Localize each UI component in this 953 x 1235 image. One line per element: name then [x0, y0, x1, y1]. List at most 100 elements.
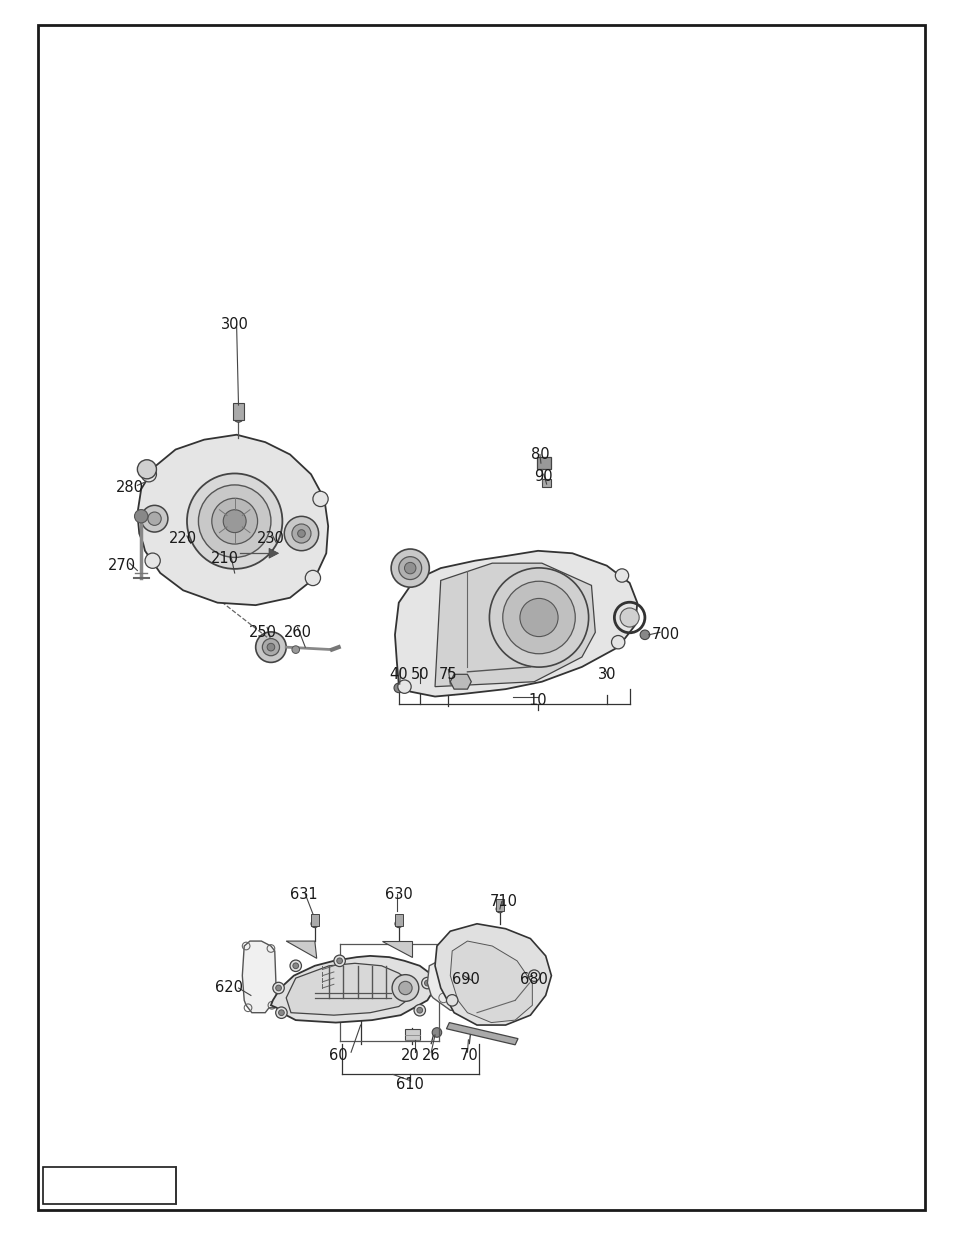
Circle shape: [313, 492, 328, 506]
Circle shape: [414, 1004, 425, 1016]
Polygon shape: [435, 563, 595, 687]
Circle shape: [424, 981, 430, 986]
Text: 631: 631: [290, 887, 316, 902]
Text: 30: 30: [597, 667, 616, 682]
Circle shape: [619, 608, 639, 627]
Circle shape: [233, 412, 243, 422]
Circle shape: [284, 516, 318, 551]
Circle shape: [141, 505, 168, 532]
Polygon shape: [450, 941, 532, 1023]
Polygon shape: [381, 941, 412, 957]
Circle shape: [496, 905, 503, 913]
Text: 230: 230: [256, 531, 285, 546]
Text: 80: 80: [530, 447, 549, 462]
Circle shape: [639, 630, 649, 640]
Circle shape: [421, 977, 433, 989]
Circle shape: [336, 958, 342, 963]
Polygon shape: [405, 1029, 419, 1040]
Text: 260: 260: [283, 625, 312, 640]
Polygon shape: [450, 674, 471, 689]
Text: 630: 630: [384, 887, 413, 902]
Circle shape: [446, 994, 457, 1007]
Circle shape: [134, 510, 148, 522]
Circle shape: [615, 569, 628, 582]
Circle shape: [212, 498, 257, 545]
Circle shape: [275, 1007, 287, 1019]
Circle shape: [290, 960, 301, 972]
Polygon shape: [395, 551, 637, 697]
Polygon shape: [269, 548, 278, 558]
Circle shape: [141, 467, 156, 482]
Text: 210: 210: [211, 551, 239, 566]
Circle shape: [489, 568, 588, 667]
Circle shape: [334, 955, 345, 967]
Text: 20: 20: [400, 1049, 419, 1063]
Circle shape: [137, 459, 156, 479]
Text: 220: 220: [169, 531, 197, 546]
Circle shape: [292, 646, 299, 653]
Circle shape: [409, 567, 422, 579]
Bar: [395, 914, 402, 926]
Circle shape: [519, 599, 558, 636]
Polygon shape: [446, 1023, 517, 1045]
Text: 710: 710: [489, 894, 517, 909]
Text: 270: 270: [108, 558, 136, 573]
Circle shape: [528, 969, 539, 982]
Polygon shape: [242, 941, 276, 1013]
Circle shape: [395, 920, 402, 927]
Bar: [43, 1167, 176, 1204]
Circle shape: [267, 643, 274, 651]
Circle shape: [397, 680, 411, 693]
Polygon shape: [271, 956, 435, 1023]
Text: 70: 70: [459, 1049, 478, 1063]
Circle shape: [305, 571, 320, 585]
Circle shape: [148, 513, 161, 525]
Circle shape: [311, 920, 318, 927]
Bar: [233, 403, 244, 420]
Polygon shape: [286, 941, 316, 958]
Text: 700: 700: [651, 627, 679, 642]
Circle shape: [392, 974, 418, 1002]
Circle shape: [255, 632, 286, 662]
Text: 280: 280: [115, 480, 144, 495]
Text: 690: 690: [451, 972, 479, 987]
Polygon shape: [137, 435, 328, 605]
Circle shape: [432, 1028, 441, 1037]
Circle shape: [297, 530, 305, 537]
Text: 10: 10: [528, 693, 547, 708]
Circle shape: [292, 524, 311, 543]
Text: 50: 50: [410, 667, 429, 682]
Polygon shape: [541, 479, 551, 487]
Bar: [496, 899, 503, 911]
Circle shape: [416, 1008, 422, 1013]
Polygon shape: [537, 457, 551, 469]
Circle shape: [611, 636, 624, 648]
Circle shape: [223, 510, 246, 532]
Text: 40: 40: [389, 667, 408, 682]
Circle shape: [394, 683, 403, 693]
Circle shape: [145, 553, 160, 568]
Circle shape: [391, 550, 429, 587]
Circle shape: [273, 982, 284, 994]
Text: 610: 610: [395, 1077, 424, 1092]
Circle shape: [275, 986, 281, 990]
Text: 90: 90: [534, 469, 553, 484]
Text: 300: 300: [220, 317, 249, 332]
Circle shape: [187, 473, 282, 569]
Polygon shape: [286, 963, 415, 1015]
Text: 620: 620: [214, 981, 243, 995]
Text: 75: 75: [438, 667, 457, 682]
Text: 60: 60: [329, 1049, 348, 1063]
Polygon shape: [435, 924, 551, 1025]
Circle shape: [293, 963, 298, 968]
Text: 250: 250: [249, 625, 277, 640]
Circle shape: [415, 683, 424, 693]
Circle shape: [398, 982, 412, 994]
Circle shape: [404, 562, 416, 574]
Circle shape: [278, 1010, 284, 1015]
Text: 680: 680: [519, 972, 548, 987]
Circle shape: [262, 638, 279, 656]
Circle shape: [198, 485, 271, 557]
Polygon shape: [427, 956, 503, 1013]
Circle shape: [398, 557, 421, 579]
